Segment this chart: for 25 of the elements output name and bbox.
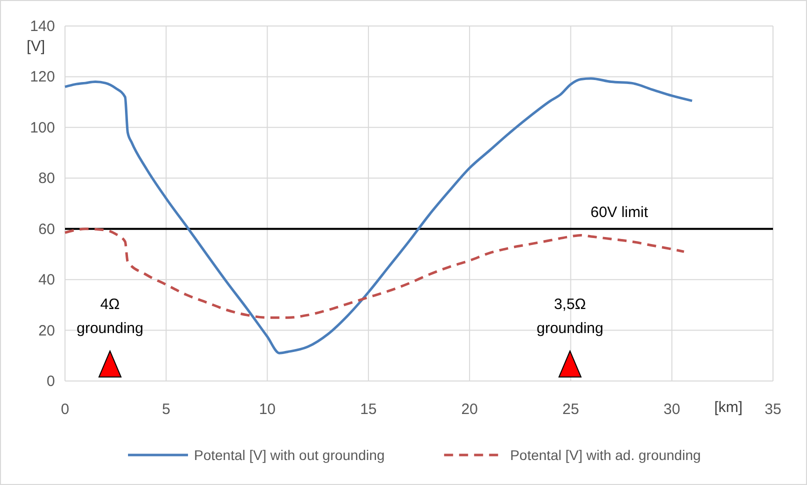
y-tick-label: 40 <box>38 272 55 289</box>
x-tick-label: 15 <box>360 401 377 418</box>
x-tick-label: 35 <box>764 401 782 418</box>
annotation: 4Ω grounding <box>76 296 144 337</box>
annotation: 3,5Ω grounding <box>536 296 604 337</box>
line-series <box>64 228 686 319</box>
y-tick-label: 100 <box>30 119 55 136</box>
ref-line-label: 60V limit <box>590 204 649 221</box>
y-tick-label: 80 <box>38 170 55 188</box>
x-tick-label: 5 <box>162 401 170 418</box>
x-tick-label: 30 <box>664 401 680 418</box>
y-axis-title: [V] <box>26 38 45 55</box>
y-tick-label: 20 <box>38 322 55 340</box>
y-tick-label: 120 <box>30 68 55 86</box>
x-axis-title: [km] <box>714 399 743 416</box>
x-tick-label: 0 <box>60 401 70 418</box>
y-tick-label: 140 <box>30 18 55 35</box>
legend-label: Potental [V] with out grounding <box>194 447 385 463</box>
line-series <box>64 77 694 354</box>
legend-label: Potental [V] with ad. grounding <box>510 447 701 463</box>
x-tick-label: 10 <box>258 401 276 418</box>
y-tick-label: 0 <box>46 373 55 390</box>
x-tick-label: 20 <box>461 401 478 418</box>
x-tick-label: 25 <box>562 401 580 418</box>
y-tick-label: 60 <box>38 220 55 238</box>
